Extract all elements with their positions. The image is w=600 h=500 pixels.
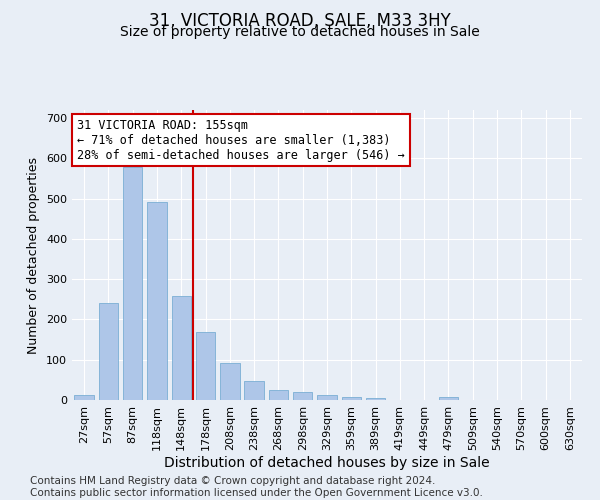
- Text: Size of property relative to detached houses in Sale: Size of property relative to detached ho…: [120, 25, 480, 39]
- Bar: [317, 395, 337, 400]
- Y-axis label: Number of detached properties: Number of detached properties: [28, 156, 40, 354]
- Bar: [123, 167, 142, 400]
- Bar: [244, 382, 264, 400]
- Text: 31 VICTORIA ROAD: 155sqm
← 71% of detached houses are smaller (1,383)
28% of sem: 31 VICTORIA ROAD: 155sqm ← 71% of detach…: [77, 118, 405, 162]
- Text: Contains HM Land Registry data © Crown copyright and database right 2024.
Contai: Contains HM Land Registry data © Crown c…: [30, 476, 483, 498]
- X-axis label: Distribution of detached houses by size in Sale: Distribution of detached houses by size …: [164, 456, 490, 469]
- Bar: [147, 202, 167, 400]
- Text: 31, VICTORIA ROAD, SALE, M33 3HY: 31, VICTORIA ROAD, SALE, M33 3HY: [149, 12, 451, 30]
- Bar: [293, 392, 313, 400]
- Bar: [366, 398, 385, 400]
- Bar: [269, 390, 288, 400]
- Bar: [220, 362, 239, 400]
- Bar: [99, 302, 118, 400]
- Bar: [439, 397, 458, 400]
- Bar: [196, 332, 215, 400]
- Bar: [74, 395, 94, 400]
- Bar: [172, 296, 191, 400]
- Bar: [341, 397, 361, 400]
